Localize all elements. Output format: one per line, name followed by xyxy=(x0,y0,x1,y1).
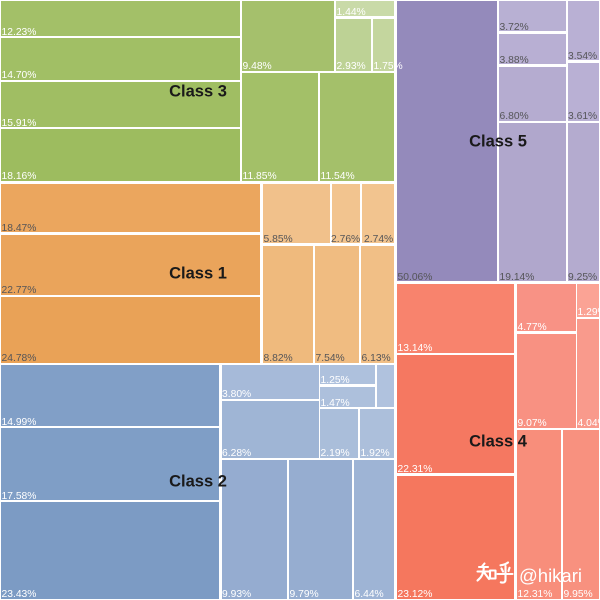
svg-text:@hikari: @hikari xyxy=(519,565,582,586)
